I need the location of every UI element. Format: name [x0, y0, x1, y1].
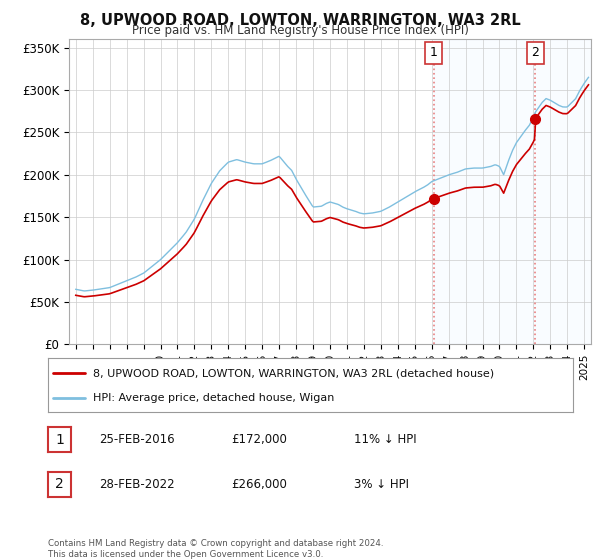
Text: Price paid vs. HM Land Registry's House Price Index (HPI): Price paid vs. HM Land Registry's House …: [131, 24, 469, 37]
Text: 28-FEB-2022: 28-FEB-2022: [99, 478, 175, 491]
Text: 8, UPWOOD ROAD, LOWTON, WARRINGTON, WA3 2RL: 8, UPWOOD ROAD, LOWTON, WARRINGTON, WA3 …: [80, 13, 520, 28]
Text: £172,000: £172,000: [231, 433, 287, 446]
Text: 11% ↓ HPI: 11% ↓ HPI: [354, 433, 416, 446]
Text: 3% ↓ HPI: 3% ↓ HPI: [354, 478, 409, 491]
Text: 1: 1: [55, 432, 64, 447]
Text: 2: 2: [532, 46, 539, 59]
Text: HPI: Average price, detached house, Wigan: HPI: Average price, detached house, Wiga…: [92, 393, 334, 403]
Text: 25-FEB-2016: 25-FEB-2016: [99, 433, 175, 446]
Text: £266,000: £266,000: [231, 478, 287, 491]
Text: 1: 1: [430, 46, 437, 59]
Text: 8, UPWOOD ROAD, LOWTON, WARRINGTON, WA3 2RL (detached house): 8, UPWOOD ROAD, LOWTON, WARRINGTON, WA3 …: [92, 368, 494, 379]
Bar: [434, 39, 591, 344]
Text: 2: 2: [55, 477, 64, 492]
Text: Contains HM Land Registry data © Crown copyright and database right 2024.
This d: Contains HM Land Registry data © Crown c…: [48, 539, 383, 559]
